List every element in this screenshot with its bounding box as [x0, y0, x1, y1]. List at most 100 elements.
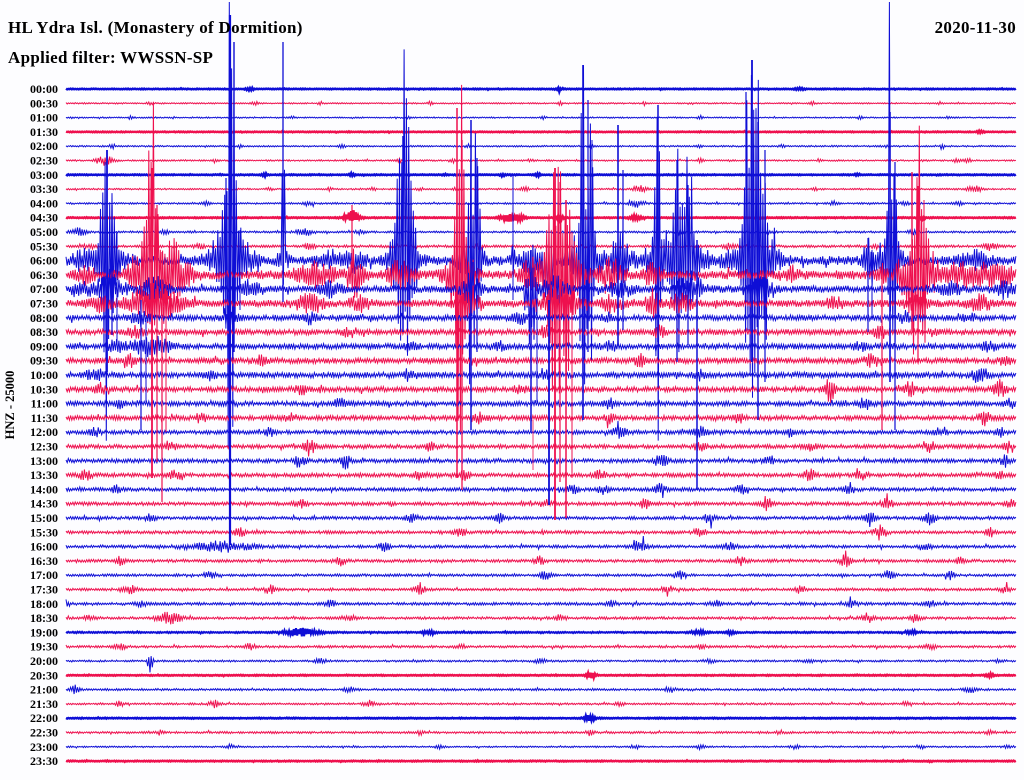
row-time-label: 12:00: [30, 425, 58, 439]
row-time-label: 05:30: [30, 239, 58, 253]
seismogram-trace-row-2030: [65, 668, 1017, 683]
seismogram-trace-row-2200: [65, 711, 1017, 725]
row-time-label: 06:00: [30, 254, 58, 268]
seismogram-trace-row-1300: [65, 454, 1017, 470]
channel-scale-label: HNZ - 25000: [3, 371, 17, 440]
seismogram-trace-row-1500: [65, 512, 1017, 529]
seismogram-trace-row-0830: [65, 324, 1017, 339]
row-time-label: 08:30: [30, 325, 58, 339]
row-label-column: 00:0000:3001:0001:3002:0002:3003:0003:30…: [30, 82, 58, 768]
seismogram-trace-row-0100: [65, 113, 1017, 121]
row-time-label: 10:30: [30, 382, 58, 396]
seismogram-trace-row-2130: [65, 699, 1017, 709]
seismogram-trace-row-1600: [65, 536, 1017, 553]
seismogram-trace-row-1230: [65, 439, 1017, 457]
row-time-label: 19:30: [30, 640, 58, 654]
row-time-label: 18:00: [30, 597, 58, 611]
row-time-label: 14:30: [30, 497, 58, 511]
seismogram-trace-row-0330: [65, 184, 1017, 194]
row-time-label: 15:30: [30, 525, 58, 539]
seismogram-trace-row-1630: [65, 550, 1017, 568]
seismogram-trace-row-1000: [65, 368, 1017, 383]
seismogram-trace-row-1700: [65, 570, 1017, 581]
row-time-label: 09:00: [30, 339, 58, 353]
row-time-label: 12:30: [30, 440, 58, 454]
seismogram-trace-row-1030: [65, 378, 1017, 404]
row-time-label: 01:00: [30, 111, 58, 125]
row-time-label: 09:30: [30, 354, 58, 368]
seismogram-trace-row-0800: [65, 308, 1017, 328]
row-time-label: 18:30: [30, 611, 58, 625]
row-time-label: 17:00: [30, 568, 58, 582]
seismogram-trace-row-0230: [65, 156, 1017, 166]
seismogram-trace-row-1730: [65, 581, 1017, 597]
row-time-label: 14:00: [30, 482, 58, 496]
seismogram-trace-row-0630: [65, 84, 1017, 433]
seismogram-trace-row-0030: [65, 99, 1017, 108]
row-time-label: 13:30: [30, 468, 58, 482]
row-time-label: 17:30: [30, 583, 58, 597]
row-time-label: 19:00: [30, 625, 58, 639]
seismogram-trace-row-2230: [65, 728, 1017, 738]
row-time-label: 11:00: [31, 397, 58, 411]
row-time-label: 00:30: [30, 96, 58, 110]
filter-label: Applied filter: WWSSN-SP: [8, 48, 213, 67]
seismogram-trace-row-0700: [65, 261, 1017, 345]
row-time-label: 13:00: [30, 454, 58, 468]
seismogram-trace-row-1130: [65, 411, 1017, 429]
row-time-label: 05:00: [30, 225, 58, 239]
seismogram-trace-row-0130: [65, 128, 1017, 136]
row-time-label: 16:00: [30, 540, 58, 554]
row-time-label: 22:30: [30, 726, 58, 740]
seismogram-trace-row-1800: [65, 596, 1017, 609]
seismogram-trace-row-1100: [65, 397, 1017, 410]
seismogram-trace-row-0900: [65, 335, 1017, 358]
row-time-label: 07:00: [30, 282, 58, 296]
row-time-label: 04:00: [30, 196, 58, 210]
row-time-label: 23:30: [30, 754, 58, 768]
row-time-label: 20:30: [30, 668, 58, 682]
seismogram-trace-row-0930: [65, 353, 1017, 369]
seismogram-trace-row-1930: [65, 642, 1017, 652]
row-time-label: 07:30: [30, 297, 58, 311]
row-time-label: 22:00: [30, 711, 58, 725]
seismogram-trace-row-1430: [65, 493, 1017, 512]
seismogram-trace-row-2100: [65, 684, 1017, 695]
row-time-label: 16:30: [30, 554, 58, 568]
row-time-label: 21:00: [30, 683, 58, 697]
seismogram-trace-row-0600: [65, 1, 1017, 449]
seismogram-trace-row-0000: [65, 84, 1017, 96]
row-time-label: 10:00: [30, 368, 58, 382]
row-time-label: 00:00: [30, 82, 58, 96]
row-time-label: 04:30: [30, 211, 58, 225]
row-time-label: 02:00: [30, 139, 58, 153]
seismogram-trace-row-1200: [65, 420, 1017, 439]
row-time-label: 03:00: [30, 168, 58, 182]
row-time-label: 03:30: [30, 182, 58, 196]
row-time-label: 01:30: [30, 125, 58, 139]
row-time-label: 21:30: [30, 697, 58, 711]
seismogram-trace-row-1530: [65, 524, 1017, 541]
row-time-label: 11:30: [31, 411, 58, 425]
row-time-label: 15:00: [30, 511, 58, 525]
row-time-label: 08:00: [30, 311, 58, 325]
station-title: HL Ydra Isl. (Monastery of Dormition): [8, 18, 303, 37]
row-time-label: 02:30: [30, 154, 58, 168]
seismogram-trace-row-1330: [65, 468, 1017, 482]
seismogram-trace-row-2330: [65, 758, 1017, 764]
date-label: 2020-11-30: [935, 18, 1016, 37]
seismogram-trace-row-1830: [65, 611, 1017, 625]
seismogram-trace-row-0200: [65, 141, 1017, 152]
seismogram-trace-row-1900: [65, 626, 1017, 639]
row-time-label: 23:00: [30, 740, 58, 754]
row-time-label: 20:00: [30, 654, 58, 668]
trace-area: [65, 1, 1017, 764]
seismogram-trace-row-1400: [65, 481, 1017, 499]
row-time-label: 06:30: [30, 268, 58, 282]
seismogram-trace-row-0300: [65, 170, 1017, 180]
seismogram-trace-row-2300: [65, 742, 1017, 752]
seismogram-trace-row-2000: [65, 656, 1017, 673]
seismogram-trace-row-0730: [65, 279, 1017, 327]
